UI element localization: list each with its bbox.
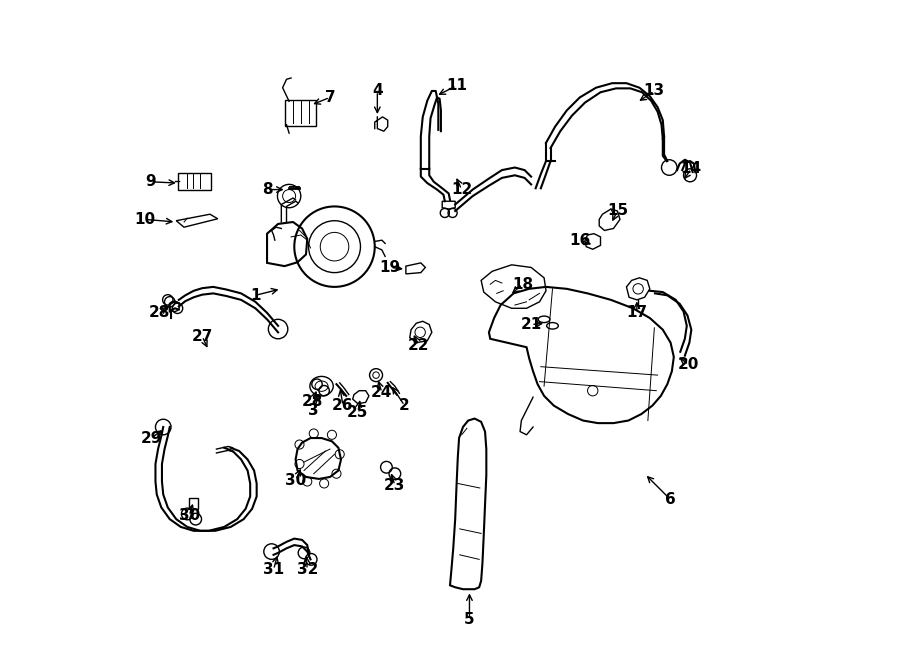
Text: 32: 32: [297, 562, 318, 577]
Text: 8: 8: [262, 182, 273, 197]
Text: 28: 28: [148, 305, 170, 320]
Text: 14: 14: [680, 162, 702, 176]
Text: 23: 23: [384, 478, 406, 493]
Text: 12: 12: [451, 182, 472, 197]
Text: 24: 24: [371, 385, 392, 400]
Text: 18: 18: [512, 277, 533, 292]
Text: 13: 13: [644, 83, 665, 99]
Text: 28: 28: [302, 394, 323, 408]
Text: 16: 16: [569, 232, 590, 248]
Text: 3: 3: [309, 402, 320, 418]
Text: 2: 2: [400, 398, 410, 413]
Text: 4: 4: [372, 83, 382, 99]
Text: 20: 20: [678, 357, 699, 372]
Text: 30: 30: [285, 473, 306, 488]
Text: 11: 11: [446, 78, 467, 93]
Text: 6: 6: [665, 492, 676, 507]
Text: 7: 7: [325, 90, 336, 105]
Text: 19: 19: [380, 260, 400, 275]
Text: 27: 27: [192, 329, 213, 344]
Text: 30: 30: [178, 508, 200, 524]
Text: 17: 17: [626, 305, 647, 320]
Text: 21: 21: [520, 317, 542, 332]
Text: 15: 15: [607, 203, 628, 218]
Text: 10: 10: [134, 212, 156, 227]
Text: 26: 26: [332, 398, 354, 413]
Text: 31: 31: [263, 562, 284, 577]
Text: 9: 9: [145, 174, 156, 189]
Text: 22: 22: [408, 338, 429, 353]
Text: 25: 25: [347, 404, 369, 420]
Text: 29: 29: [141, 430, 162, 446]
Text: 5: 5: [464, 612, 475, 627]
Text: 1: 1: [250, 288, 261, 303]
